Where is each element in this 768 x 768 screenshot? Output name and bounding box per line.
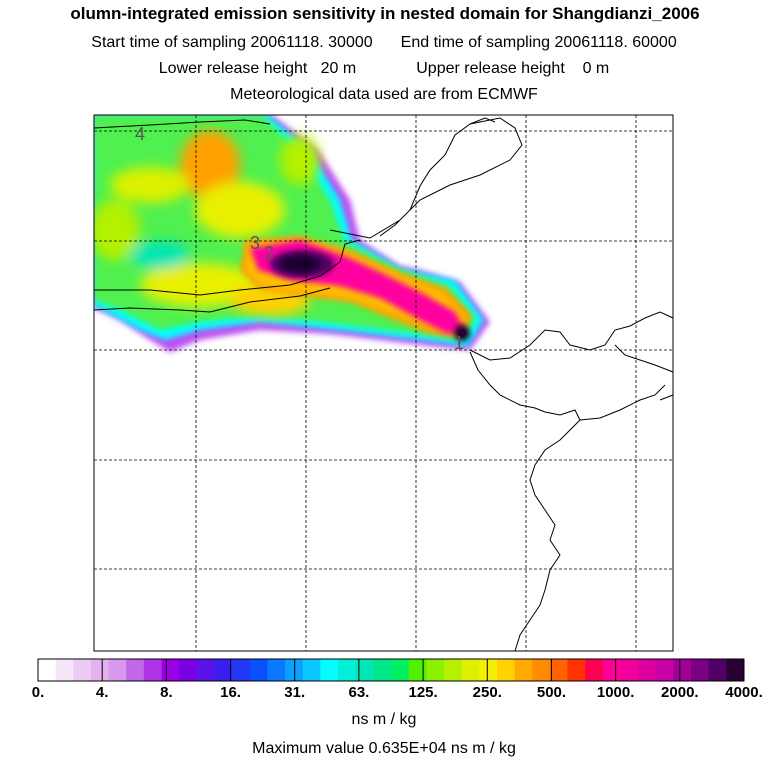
colorbar-tick-label: 2000. (661, 684, 699, 701)
colorbar-cell (302, 659, 321, 681)
colorbar-cell (443, 659, 463, 681)
colorbar-cell (620, 659, 639, 681)
colorbar-cell (514, 659, 533, 681)
end-sampling-value: 20061118. 60000 (554, 34, 677, 51)
coastlines (93, 117, 674, 652)
lower-release: Lower release height 20 m (159, 60, 356, 78)
colorbar-cell (479, 659, 498, 681)
contour-labels: 4 3 2 1 (135, 124, 464, 353)
colorbar-cell (355, 659, 374, 681)
lower-release-label: Lower release height (158, 60, 308, 77)
colorbar-tick-label: 16. (220, 684, 241, 701)
colorbar-tick-label: 250. (472, 684, 502, 701)
contour-label-2: 2 (264, 243, 274, 263)
colorbar-cell (461, 659, 480, 681)
contour-label-4: 4 (135, 124, 145, 144)
map-frame (93, 114, 674, 652)
colorbar-cell (655, 659, 674, 681)
colorbar-cell (602, 659, 621, 681)
plume-field (94, 115, 490, 352)
colorbar-tick-label: 4000. (725, 684, 763, 701)
colorbar-tick-label: 31. (284, 684, 306, 701)
colorbar-cell (726, 659, 745, 681)
colorbar-cells (38, 659, 745, 681)
start-sampling-label: Start time of sampling (91, 34, 246, 51)
colorbar-tick-label: 4. (95, 684, 109, 701)
colorbar-cell (549, 659, 568, 681)
upper-release-value: 0 m (582, 60, 610, 77)
contour-label-3: 3 (250, 233, 260, 253)
colorbar-cell (126, 659, 145, 681)
colorbar-cell (426, 659, 445, 681)
lat-lon-grid (94, 115, 673, 651)
colorbar-cell (73, 659, 92, 681)
colorbar-tick-label: 500. (536, 684, 567, 701)
maximum-value: Maximum value 0.635E+04 ns m / kg (252, 740, 516, 757)
contour-label-1: 1 (454, 333, 464, 353)
colorbar-cell (179, 659, 198, 681)
colorbar-cell (90, 659, 110, 681)
met-data-line: Meteorological data used are from ECMWF (230, 86, 538, 103)
plume-yellow-patches (94, 130, 320, 316)
colorbar-cell (320, 659, 339, 681)
colorbar-cell (338, 659, 357, 681)
sampling-times: Start time of sampling 20061118. 30000 En… (0, 34, 768, 52)
colorbar-cell (143, 659, 163, 681)
colorbar-cell (496, 659, 516, 681)
colorbar-cell (691, 659, 710, 681)
start-sampling: Start time of sampling 20061118. 30000 (91, 34, 372, 52)
colorbar-cell (708, 659, 727, 681)
colorbar-cell (567, 659, 586, 681)
colorbar-cell (108, 659, 127, 681)
colorbar-cell (673, 659, 692, 681)
colorbar-cell (408, 659, 427, 681)
colorbar-cell (585, 659, 604, 681)
colorbar-cell (214, 659, 233, 681)
upper-release-label: Upper release height (416, 60, 565, 77)
colorbar-cell (55, 659, 74, 681)
colorbar-cell (196, 659, 215, 681)
end-sampling-label: End time of sampling (400, 34, 551, 51)
colorbar-cell (161, 659, 180, 681)
colorbar-cell (638, 659, 657, 681)
colorbar-tick-label: 0. (31, 684, 45, 701)
colorbar-cell (267, 659, 286, 681)
map-title: olumn-integrated emission sensitivity in… (70, 4, 700, 23)
start-sampling-value: 20061118. 30000 (250, 34, 373, 51)
colorbar-units: ns m / kg (351, 711, 417, 728)
colorbar-cell (285, 659, 304, 681)
lower-release-value: 20 m (320, 60, 357, 77)
colorbar-cell (532, 659, 551, 681)
colorbar-cell (391, 659, 410, 681)
colorbar-cell (373, 659, 392, 681)
colorbar-ticks (37, 659, 745, 681)
release-heights: Lower release height 20 m Upper release h… (0, 60, 768, 78)
colorbar-cell (249, 659, 268, 681)
colorbar-tick-label: 63. (348, 684, 370, 701)
colorbar-tick-label: 1000. (596, 684, 635, 701)
colorbar-tick-label: 8. (160, 684, 173, 701)
colorbar-cell (38, 659, 57, 681)
upper-release: Upper release height 0 m (416, 60, 609, 78)
colorbar-cell (232, 659, 251, 681)
end-sampling: End time of sampling 20061118. 60000 (401, 34, 677, 52)
colorbar-tick-label: 125. (408, 684, 438, 701)
